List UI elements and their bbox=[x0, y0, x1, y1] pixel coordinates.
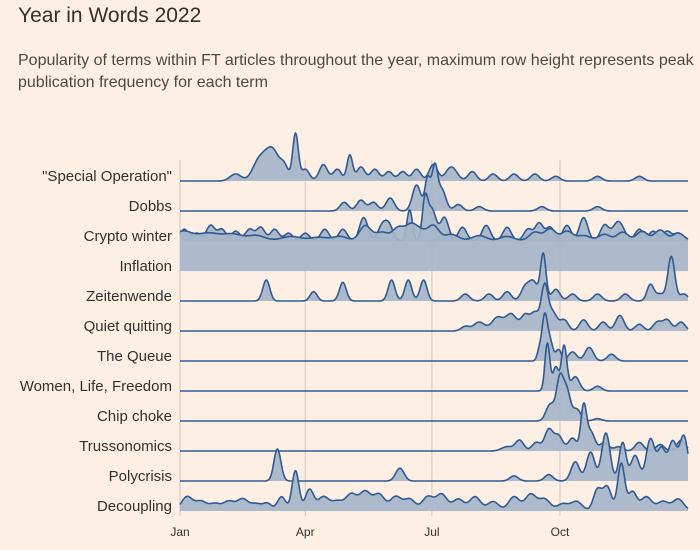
ridge-line-the-queue bbox=[179, 312, 689, 362]
series-label-women-life-freedom: Women, Life, Freedom bbox=[20, 378, 172, 395]
series-label-the-queue: The Queue bbox=[97, 348, 172, 365]
ridge-zeitenwende bbox=[179, 252, 689, 302]
series-label-crypto-winter: Crypto winter bbox=[84, 228, 172, 245]
x-tick-label-apr: Apr bbox=[296, 525, 315, 539]
vertical-gridlines bbox=[179, 160, 561, 516]
ridge-women-life-freedom bbox=[179, 342, 689, 392]
series-label-zeitenwende: Zeitenwende bbox=[86, 288, 172, 305]
ridge-area-decoupling bbox=[180, 463, 688, 511]
ridge-line-women-life-freedom bbox=[179, 342, 689, 392]
chart-title: Year in Words 2022 bbox=[18, 4, 202, 27]
series-label-quiet-quitting: Quiet quitting bbox=[84, 318, 172, 335]
series-label-polycrisis: Polycrisis bbox=[109, 468, 172, 485]
ridge-trussonomics bbox=[179, 402, 689, 452]
ridge-line-polycrisis bbox=[179, 432, 689, 482]
series-label-trussonomics: Trussonomics bbox=[79, 438, 172, 455]
x-tick-label-oct: Oct bbox=[551, 525, 570, 539]
ridge-area-polycrisis bbox=[180, 433, 688, 481]
ridge-dobbs bbox=[179, 162, 689, 212]
chart-subtitle: Popularity of terms within FT articles t… bbox=[18, 52, 694, 91]
ridge-inflation bbox=[179, 222, 689, 271]
ridge-line-trussonomics bbox=[179, 402, 689, 452]
ridge-line-zeitenwende bbox=[179, 252, 689, 302]
series-label-dobbs: Dobbs bbox=[129, 198, 172, 215]
ridge-line-quiet-quitting bbox=[179, 282, 689, 332]
ridge-area-quiet-quitting bbox=[180, 283, 688, 331]
ridge-area-trussonomics bbox=[180, 403, 688, 451]
ridge-line-crypto-winter bbox=[179, 192, 689, 242]
ridge-line-inflation bbox=[179, 222, 689, 241]
ridge-area-inflation bbox=[180, 223, 688, 271]
ridge-area-women-life-freedom bbox=[180, 343, 688, 391]
series-label-special-operation: "Special Operation" bbox=[42, 168, 172, 185]
x-axis: Jan Apr Jul Oct bbox=[170, 525, 570, 539]
ridge-chip-choke bbox=[179, 372, 689, 422]
series-labels: "Special Operation" Dobbs Crypto winter Inf… bbox=[20, 168, 172, 515]
ridge-area-crypto-winter bbox=[180, 193, 688, 241]
ridge-area-dobbs bbox=[180, 163, 688, 211]
ridge-polycrisis bbox=[179, 432, 689, 482]
ridgeline-series bbox=[179, 132, 689, 511]
ridge-the-queue bbox=[179, 312, 689, 362]
ridge-crypto-winter bbox=[179, 192, 689, 242]
series-label-chip-choke: Chip choke bbox=[97, 408, 172, 425]
ridge-quiet-quitting bbox=[179, 282, 689, 332]
ridge-line-dobbs bbox=[179, 162, 689, 212]
ridge-area-chip-choke bbox=[180, 373, 688, 421]
series-label-inflation: Inflation bbox=[119, 258, 172, 275]
ridge-decoupling bbox=[179, 462, 689, 511]
ridge-line-decoupling bbox=[179, 462, 689, 510]
x-tick-label-jul: Jul bbox=[424, 525, 439, 539]
ridge-line-chip-choke bbox=[179, 372, 689, 422]
x-tick-label-jan: Jan bbox=[170, 525, 189, 539]
series-label-decoupling: Decoupling bbox=[97, 498, 172, 515]
